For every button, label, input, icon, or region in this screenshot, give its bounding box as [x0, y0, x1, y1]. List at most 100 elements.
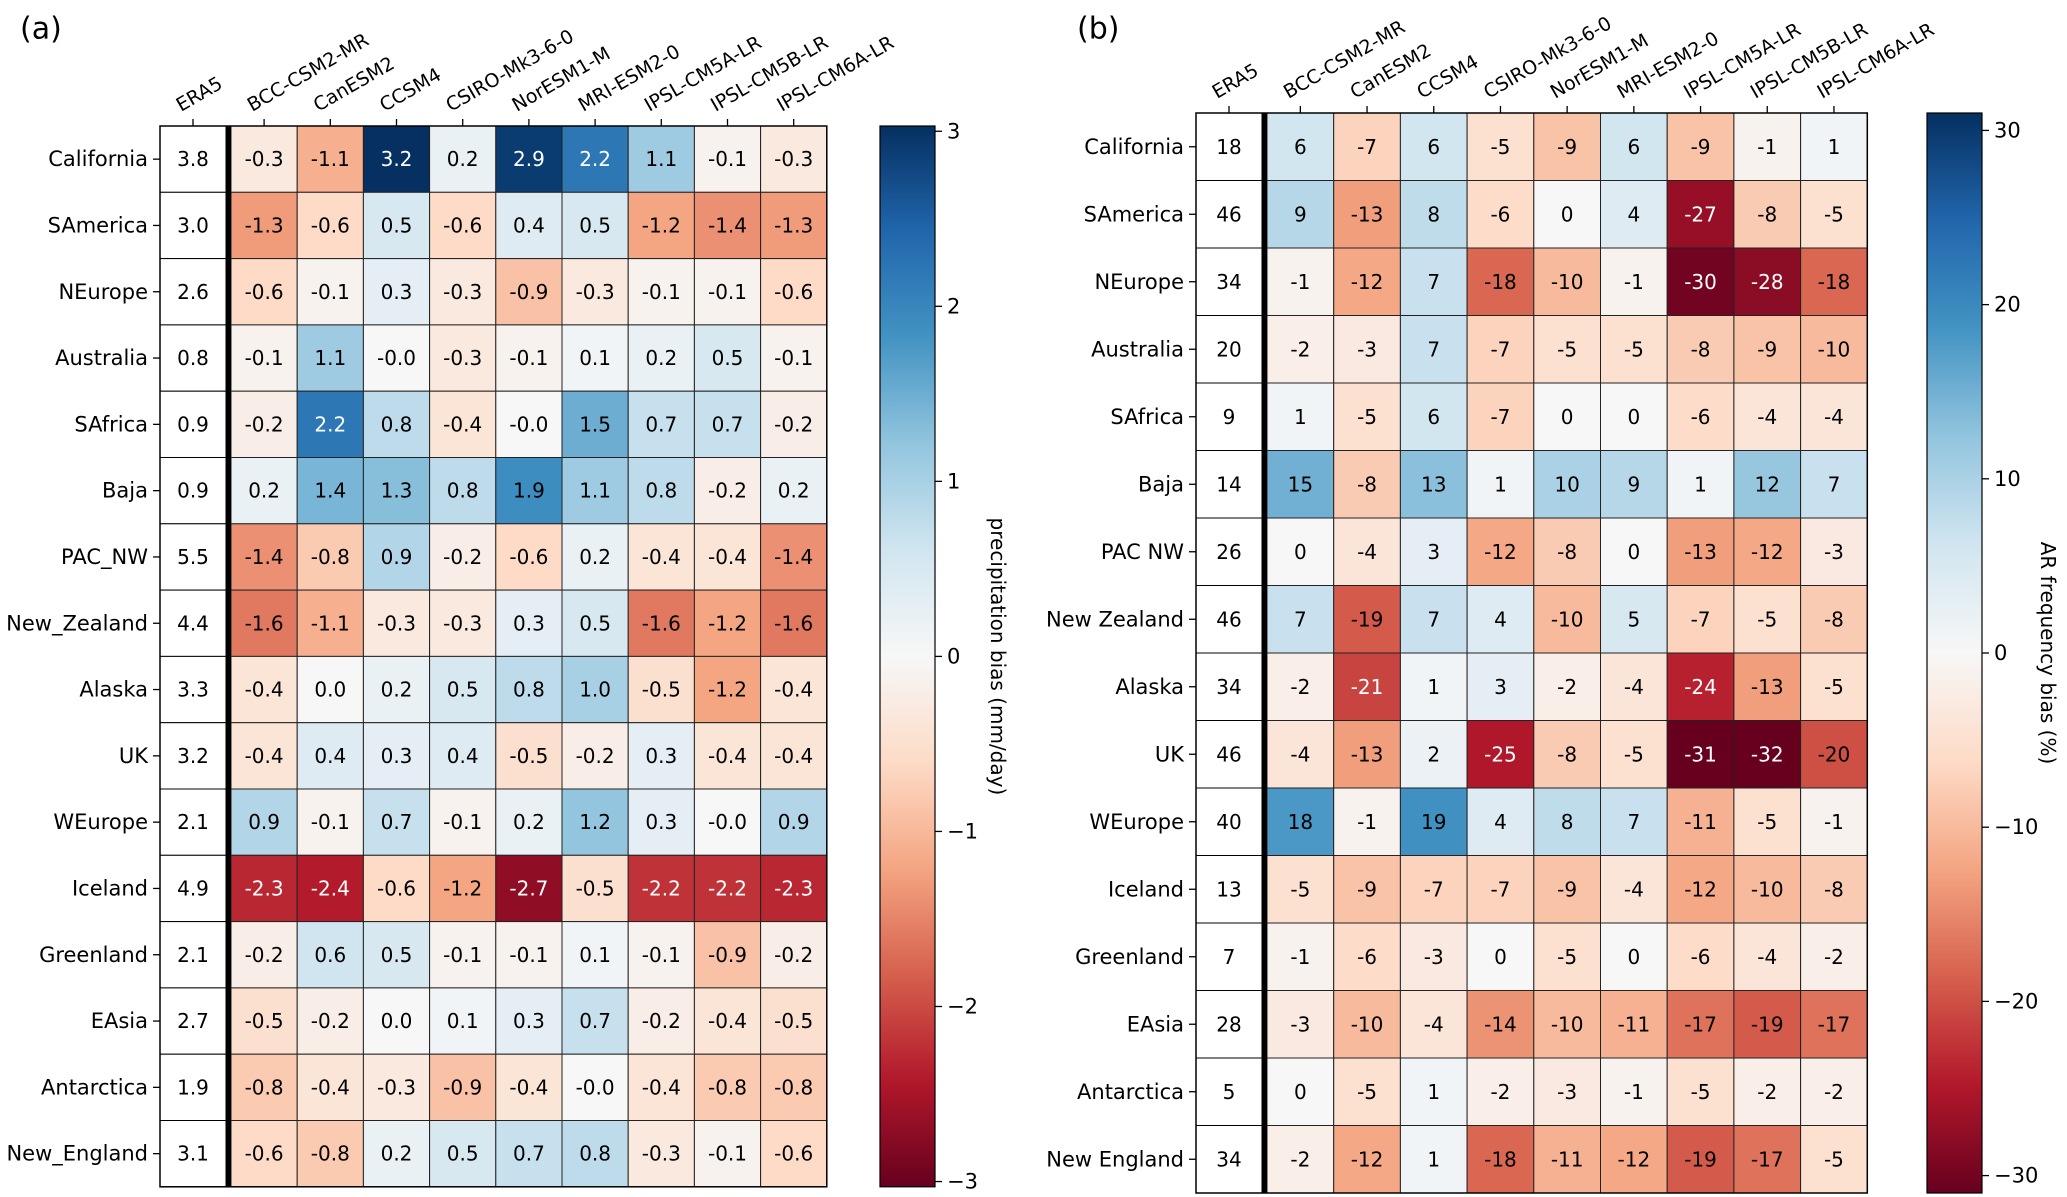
column-label: ERA5: [1209, 60, 1263, 104]
cell-value: -0.8: [311, 1142, 350, 1166]
heatmap-cell: [561, 589, 629, 657]
cell-value: -0.2: [642, 1009, 681, 1033]
colorbar-tick-label: 2: [947, 294, 960, 318]
cell-value: -1.2: [642, 213, 681, 237]
cell-value: 6: [1627, 135, 1640, 159]
colorbar-tick-label: 0: [1994, 641, 2007, 665]
reference-separator: [1262, 113, 1267, 1193]
heatmap-cell: [760, 655, 828, 724]
heatmap-cell: [1466, 247, 1535, 316]
colorbar-tick-label: 3: [947, 119, 960, 143]
reference-value: 0.8: [177, 346, 209, 370]
cell-value: -19: [1684, 1147, 1717, 1171]
cell-value: -2: [1757, 1080, 1777, 1104]
cell-value: -0.1: [642, 280, 681, 304]
heatmap-cell: [1533, 652, 1602, 721]
cell-value: -2: [1290, 675, 1310, 699]
reference-value: 2.6: [177, 280, 209, 304]
heatmap-cell: [1800, 787, 1868, 856]
cell-value: 0.3: [513, 1009, 545, 1033]
heatmap-cell: [1266, 112, 1335, 181]
reference-value: 28: [1216, 1012, 1241, 1036]
heatmap-cell: [429, 788, 497, 856]
cell-value: -6: [1357, 945, 1377, 969]
cell-value: -4: [1824, 405, 1844, 429]
heatmap-cell: [362, 258, 431, 326]
cell-value: -2.2: [708, 876, 747, 900]
heatmap-cell: [1266, 517, 1335, 586]
heatmap-cell: [1666, 1057, 1735, 1126]
cell-value: 1: [1694, 472, 1707, 496]
cell-value: -2: [1824, 945, 1844, 969]
cell-value: -0.2: [443, 545, 482, 569]
heatmap-cell: [1333, 990, 1401, 1059]
cell-value: -11: [1684, 810, 1717, 834]
cell-value: 0.4: [513, 213, 545, 237]
cell-value: 0: [1494, 945, 1507, 969]
cell-value: 0: [1561, 202, 1574, 226]
reference-value: 18: [1216, 135, 1241, 159]
cell-value: -28: [1751, 270, 1784, 294]
cell-value: -0.2: [774, 943, 813, 967]
reference-value: 4.4: [177, 611, 209, 635]
cell-value: -0.1: [708, 280, 747, 304]
cell-value: 2: [1427, 742, 1440, 766]
cell-value: -0.4: [774, 678, 813, 702]
cell-value: -0.3: [443, 611, 482, 635]
cell-value: -10: [1818, 337, 1851, 361]
cell-value: -1.2: [443, 876, 482, 900]
heatmap-cell: [1600, 112, 1668, 181]
cell-value: 0.2: [513, 810, 545, 834]
heatmap-cell: [1800, 180, 1868, 249]
cell-value: -8: [1824, 607, 1844, 631]
cell-value: 2.2: [314, 412, 346, 436]
row-label: NEurope: [1094, 270, 1184, 294]
row-label: EAsia: [91, 1009, 148, 1033]
heatmap-cell: [230, 854, 298, 923]
cell-value: -12: [1751, 540, 1784, 564]
cell-value: -0.9: [509, 280, 548, 304]
row-label: PAC_NW: [61, 545, 148, 570]
row-label: SAfrica: [74, 412, 148, 436]
heatmap-cell: [1666, 315, 1735, 384]
heatmap-cell: [693, 324, 762, 392]
cell-value: 0.0: [314, 678, 346, 702]
heatmap-cell: [296, 125, 364, 193]
reference-cell: [1195, 382, 1263, 451]
cell-value: -2: [1490, 1080, 1510, 1104]
heatmap-cell: [1666, 517, 1735, 586]
heatmap-cell: [296, 324, 364, 392]
heatmap-cell: [1466, 1057, 1535, 1126]
heatmap-cell: [1666, 855, 1735, 924]
cell-value: 2.2: [579, 147, 611, 171]
cell-value: -5: [1557, 945, 1577, 969]
heatmap-cell: [627, 390, 695, 459]
column-label: ERA5: [173, 73, 227, 117]
cell-value: -0.4: [245, 678, 284, 702]
heatmap-cell: [561, 324, 629, 392]
cell-value: 7: [1828, 472, 1841, 496]
cell-value: 1.2: [579, 810, 611, 834]
cell-value: -9: [1557, 135, 1577, 159]
cell-value: -3: [1424, 945, 1444, 969]
heatmap-cell: [362, 457, 431, 525]
heatmap-cell: [693, 655, 762, 724]
reference-value: 3.8: [177, 147, 209, 171]
heatmap-cell: [1800, 990, 1868, 1059]
cell-value: 6: [1427, 135, 1440, 159]
cell-value: 1: [1494, 472, 1507, 496]
cell-value: -0.1: [311, 810, 350, 834]
cell-value: -32: [1751, 742, 1784, 766]
heatmap-cell: [429, 324, 497, 392]
heatmap-cell: [760, 1053, 828, 1121]
heatmap-cell: [627, 854, 695, 923]
reference-value: 13: [1216, 877, 1241, 901]
heatmap-cell: [1466, 855, 1535, 924]
cell-value: -0.0: [576, 1075, 615, 1099]
heatmap-cell: [1733, 382, 1802, 451]
cell-value: 10: [1554, 472, 1579, 496]
cell-value: 0.5: [447, 1142, 479, 1166]
cell-value: 0.3: [513, 611, 545, 635]
heatmap-cell: [429, 523, 497, 591]
